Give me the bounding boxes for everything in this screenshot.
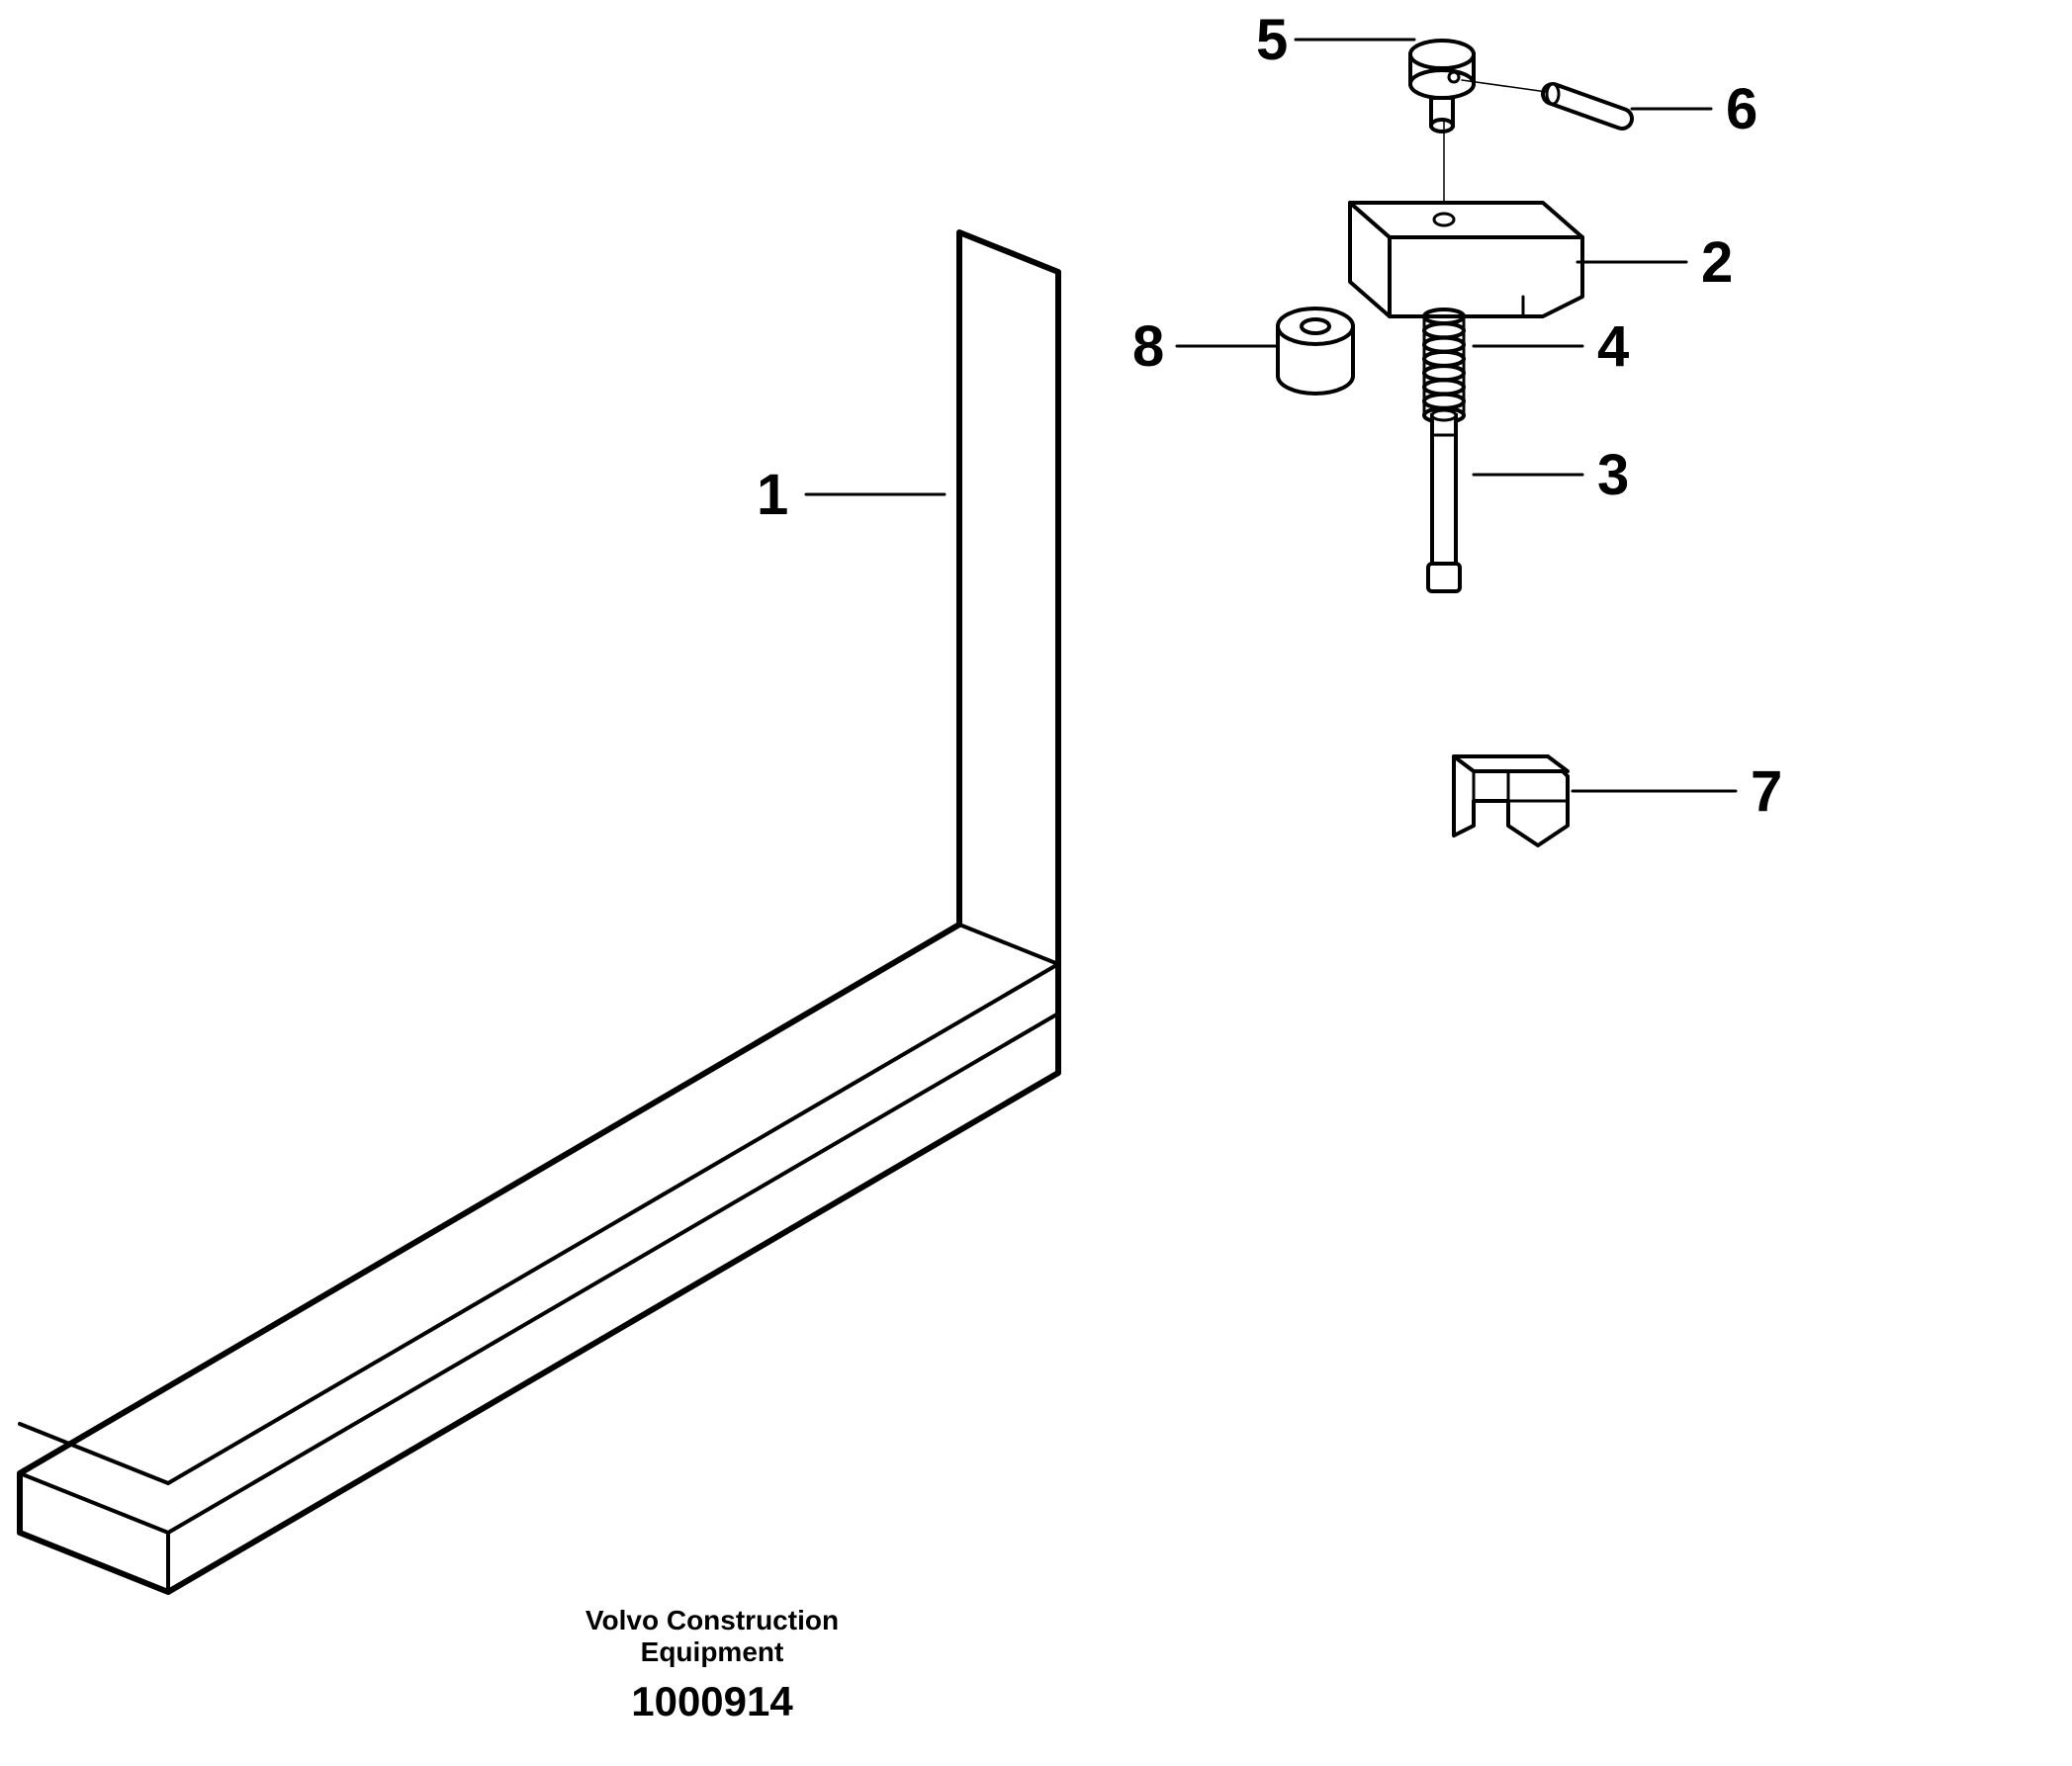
part-8-bushing [1278, 309, 1353, 394]
part-1-fork [20, 232, 1058, 1592]
part-6-pin [1543, 84, 1632, 129]
callout-2: 2 [1701, 230, 1733, 295]
callout-5: 5 [1256, 8, 1288, 72]
part-3-shaft [1428, 410, 1460, 591]
parts-diagram: 1 2 3 4 5 6 7 8 Volvo ConstructionEquipment 10009… [0, 0, 2072, 1766]
callout-3: 3 [1597, 443, 1629, 507]
part-4-spring [1424, 309, 1464, 422]
callout-4: 4 [1597, 314, 1629, 379]
footer: Volvo ConstructionEquipment 1000914 [586, 1605, 839, 1724]
part-5-knob [1410, 41, 1474, 132]
callout-6: 6 [1726, 77, 1757, 141]
callout-7: 7 [1751, 759, 1782, 824]
part-2-block [1350, 203, 1582, 316]
footer-line2: Equipment [641, 1636, 784, 1667]
part-7-lower-hook [1454, 756, 1568, 845]
footer-id: 1000914 [631, 1678, 793, 1724]
callout-1: 1 [757, 463, 788, 527]
callout-8: 8 [1132, 314, 1164, 379]
callouts: 1 2 3 4 5 6 7 8 [757, 8, 1782, 824]
footer-line1: Volvo Construction [586, 1605, 839, 1635]
